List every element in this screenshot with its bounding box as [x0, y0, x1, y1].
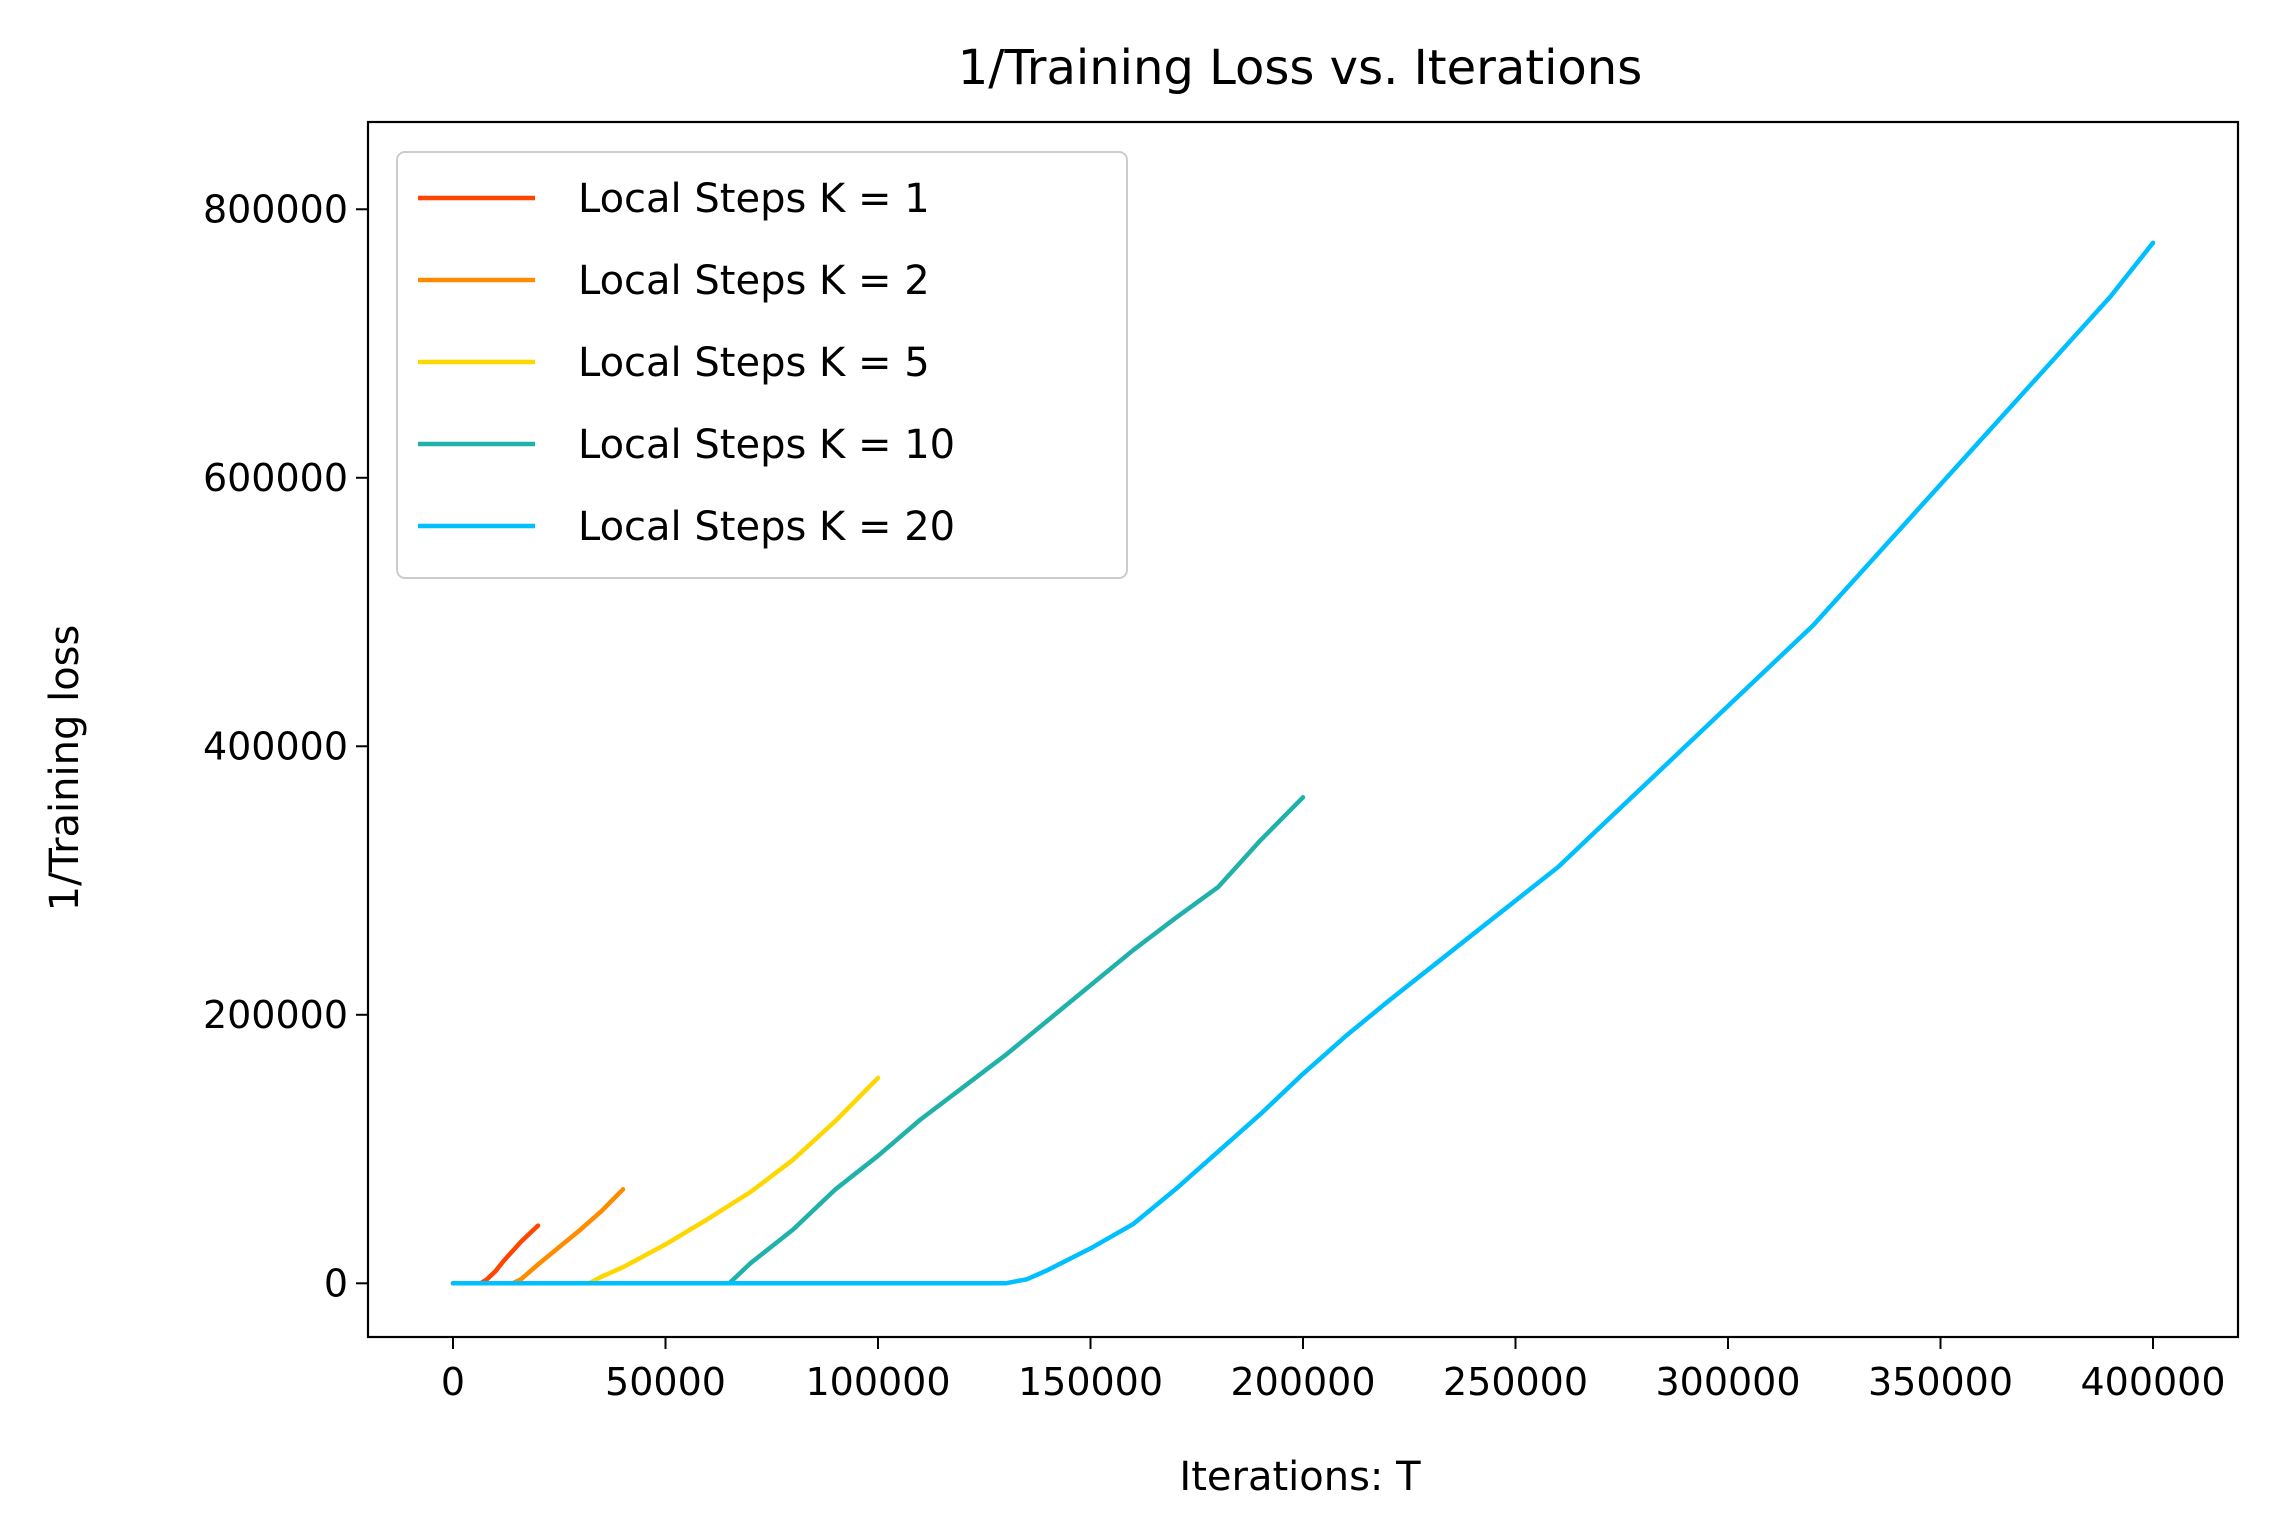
x-tick-label: 100000: [805, 1360, 950, 1404]
x-tick-label: 0: [441, 1360, 465, 1404]
y-tick-label: 800000: [203, 187, 348, 231]
series-line-4: [450, 795, 1306, 1286]
series-line-3: [450, 1075, 881, 1286]
legend-label: Local Steps K = 2: [578, 258, 930, 304]
x-axis-label: Iterations: T: [1179, 1454, 1421, 1500]
y-axis-label: 1/Training loss: [42, 625, 88, 912]
y-tick-label: 0: [324, 1261, 348, 1305]
y-tick-label: 400000: [203, 724, 348, 768]
x-tick-label: 350000: [1868, 1360, 2013, 1404]
legend-label: Local Steps K = 10: [578, 422, 955, 468]
legend-label: Local Steps K = 5: [578, 340, 930, 386]
legend-label: Local Steps K = 20: [578, 504, 955, 550]
series-lines: [450, 240, 2156, 1286]
y-tick-label: 200000: [203, 993, 348, 1037]
legend: Local Steps K = 1 Local Steps K = 2 Local …: [396, 151, 1128, 579]
y-axis: 0 200000 400000 600000 800000: [203, 187, 368, 1305]
series-line-5: [450, 240, 2156, 1286]
x-tick-label: 250000: [1443, 1360, 1588, 1404]
legend-box: [396, 151, 1128, 579]
chart-title: 1/Training Loss vs. Iterations: [958, 40, 1642, 96]
x-tick-label: 300000: [1655, 1360, 1800, 1404]
x-tick-label: 200000: [1230, 1360, 1375, 1404]
legend-label: Local Steps K = 1: [578, 176, 930, 222]
x-axis: 0 50000 100000 150000 200000 250000 300000 3500…: [441, 1337, 2226, 1404]
y-tick-label: 600000: [203, 456, 348, 500]
x-tick-label: 150000: [1018, 1360, 1163, 1404]
x-tick-label: 50000: [605, 1360, 726, 1404]
x-tick-label: 400000: [2080, 1360, 2225, 1404]
